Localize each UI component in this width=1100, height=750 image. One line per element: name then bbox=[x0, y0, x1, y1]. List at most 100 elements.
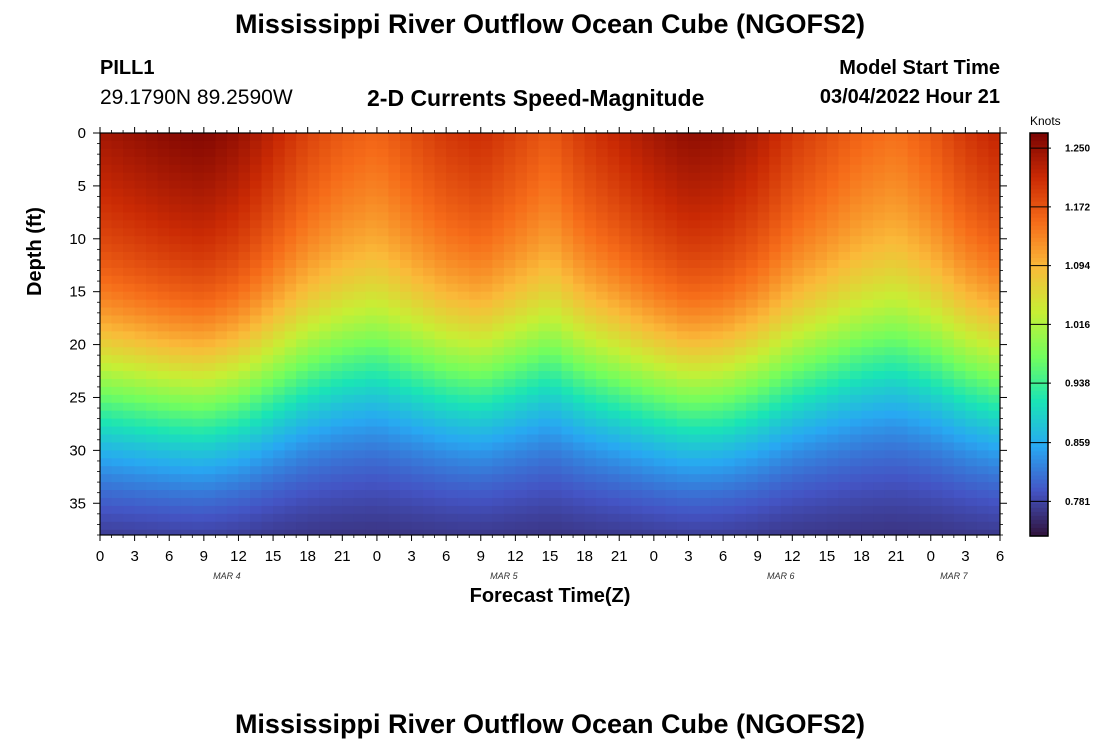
heatmap-cell bbox=[988, 259, 1000, 269]
heatmap-cell bbox=[642, 466, 655, 475]
heatmap-cell bbox=[688, 236, 701, 245]
heatmap-cell bbox=[792, 236, 805, 245]
heatmap-cell bbox=[780, 426, 793, 436]
heatmap-cell bbox=[226, 267, 240, 277]
heatmap-cell bbox=[100, 339, 113, 348]
heatmap-cell bbox=[815, 482, 828, 491]
heatmap-cell bbox=[769, 307, 782, 317]
heatmap-cell bbox=[146, 315, 159, 325]
heatmap-cell bbox=[826, 482, 840, 491]
heatmap-cell bbox=[180, 466, 193, 475]
heatmap-cell bbox=[873, 402, 886, 412]
heatmap-cell bbox=[319, 323, 332, 332]
heatmap-cell bbox=[988, 331, 1000, 340]
heatmap-cell bbox=[561, 140, 574, 150]
heatmap-cell bbox=[607, 402, 620, 412]
heatmap-cell bbox=[757, 236, 770, 245]
heatmap-cell bbox=[180, 148, 193, 158]
heatmap-cell bbox=[815, 458, 828, 467]
heatmap-cell bbox=[365, 220, 378, 229]
heatmap-cell bbox=[100, 386, 113, 396]
heatmap-cell bbox=[342, 299, 355, 309]
heatmap-cell bbox=[919, 482, 932, 491]
heatmap-cell bbox=[619, 259, 632, 269]
heatmap-cell bbox=[780, 323, 793, 332]
heatmap-cell bbox=[676, 299, 690, 309]
heatmap-cell bbox=[226, 521, 240, 531]
heatmap-cell bbox=[838, 402, 851, 412]
heatmap-cell bbox=[215, 355, 228, 364]
heatmap-cell bbox=[550, 188, 563, 198]
heatmap-cell bbox=[376, 331, 390, 340]
heatmap-cell bbox=[584, 204, 597, 213]
heatmap-cell bbox=[746, 267, 759, 277]
heatmap-cell bbox=[203, 434, 216, 444]
heatmap-cell bbox=[226, 529, 240, 535]
heatmap-cell bbox=[561, 347, 574, 356]
heatmap-cell bbox=[850, 283, 863, 293]
heatmap-cell bbox=[319, 426, 332, 436]
heatmap-cell bbox=[100, 371, 113, 380]
heatmap-cell bbox=[550, 236, 563, 245]
heatmap-cell bbox=[284, 283, 297, 293]
heatmap-cell bbox=[665, 378, 678, 388]
heatmap-cell bbox=[919, 172, 932, 182]
heatmap-cell bbox=[365, 378, 378, 388]
heatmap-cell bbox=[896, 355, 909, 364]
colorbar-segment bbox=[1030, 338, 1048, 344]
heatmap-cell bbox=[146, 442, 159, 451]
heatmap-cell bbox=[850, 275, 863, 285]
heatmap-cell bbox=[953, 529, 966, 535]
heatmap-cell bbox=[700, 212, 713, 221]
heatmap-cell bbox=[480, 490, 493, 499]
heatmap-cell bbox=[457, 212, 470, 221]
heatmap-cell bbox=[803, 164, 816, 174]
heatmap-cell bbox=[976, 196, 990, 205]
heatmap-cell bbox=[769, 299, 782, 309]
heatmap-cell bbox=[400, 355, 413, 364]
heatmap-cell bbox=[353, 497, 366, 507]
heatmap-cell bbox=[746, 402, 759, 412]
heatmap-cell bbox=[734, 442, 747, 451]
heatmap-cell bbox=[146, 259, 159, 269]
heatmap-cell bbox=[711, 164, 724, 174]
heatmap-cell bbox=[653, 513, 666, 523]
heatmap-cell bbox=[215, 196, 228, 205]
heatmap-cell bbox=[261, 386, 274, 396]
heatmap-cell bbox=[838, 474, 851, 483]
heatmap-cell bbox=[261, 220, 274, 229]
heatmap-cell bbox=[619, 267, 632, 277]
heatmap-cell bbox=[665, 291, 678, 301]
heatmap-cell bbox=[815, 347, 828, 356]
heatmap-cell bbox=[446, 267, 459, 277]
heatmap-cell bbox=[538, 188, 551, 198]
heatmap-cell bbox=[492, 315, 505, 325]
heatmap-cell bbox=[700, 386, 713, 396]
colorbar-segment bbox=[1030, 499, 1048, 505]
heatmap-cell bbox=[400, 347, 413, 356]
colorbar-segment bbox=[1030, 229, 1048, 235]
heatmap-cell bbox=[238, 386, 251, 396]
heatmap-cell bbox=[826, 315, 840, 325]
heatmap-cell bbox=[134, 363, 147, 372]
heatmap-cell bbox=[850, 323, 863, 332]
heatmap-cell bbox=[688, 331, 701, 340]
heatmap-cell bbox=[330, 497, 343, 507]
heatmap-cell bbox=[815, 228, 828, 237]
heatmap-cell bbox=[215, 418, 228, 428]
heatmap-cell bbox=[896, 140, 909, 150]
heatmap-cell bbox=[215, 410, 228, 420]
heatmap-cell bbox=[238, 323, 251, 332]
heatmap-cell bbox=[711, 228, 724, 237]
heatmap-cell bbox=[746, 331, 759, 340]
heatmap-cell bbox=[873, 180, 886, 190]
heatmap-cell bbox=[457, 418, 470, 428]
heatmap-cell bbox=[619, 355, 632, 364]
heatmap-cell bbox=[723, 275, 736, 285]
heatmap-cell bbox=[342, 410, 355, 420]
heatmap-cell bbox=[676, 283, 690, 293]
heatmap-cell bbox=[780, 252, 793, 261]
heatmap-cell bbox=[896, 466, 909, 475]
heatmap-cell bbox=[746, 450, 759, 459]
heatmap-cell bbox=[434, 156, 447, 166]
